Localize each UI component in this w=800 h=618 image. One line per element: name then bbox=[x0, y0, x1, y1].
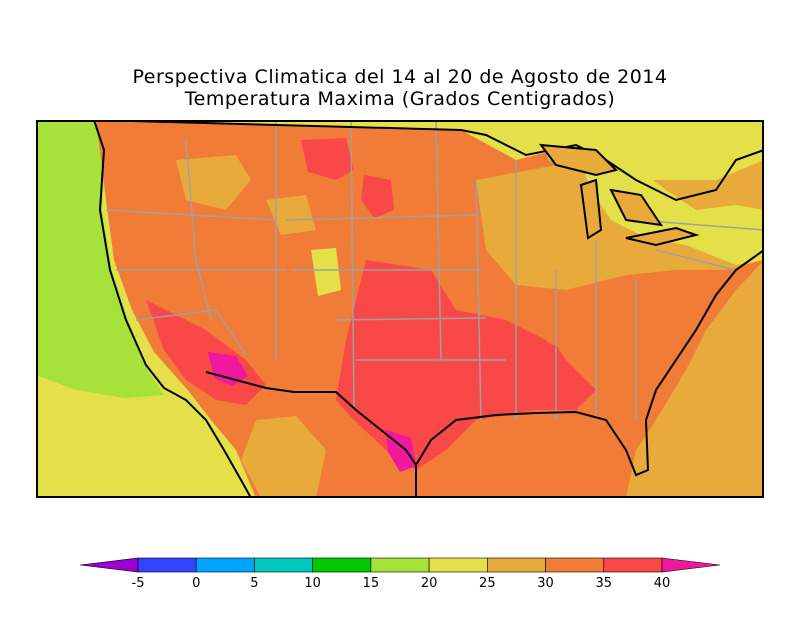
title-line-2: Temperatura Maxima (Grados Centigrados) bbox=[184, 88, 616, 110]
rockies-cool-zone-3 bbox=[266, 195, 316, 235]
legend-tick-label: 5 bbox=[250, 576, 258, 591]
legend-swatches bbox=[80, 557, 720, 573]
legend-swatch bbox=[254, 557, 313, 573]
pacific-cool-zone bbox=[36, 120, 164, 398]
northeast-warm-zone bbox=[476, 160, 764, 290]
west-mexico-cool-zone bbox=[241, 416, 326, 498]
legend-tick-label: 20 bbox=[421, 576, 438, 591]
gulf-east-coastline bbox=[415, 249, 764, 498]
legend-tick-label: -5 bbox=[132, 576, 145, 591]
legend-tick-label: 40 bbox=[654, 576, 671, 591]
northern-plains-hot-zone bbox=[301, 138, 354, 180]
rockies-cool-zone-2 bbox=[311, 248, 341, 296]
rockies-cool-zone-1 bbox=[176, 155, 251, 210]
great-lakes-outline bbox=[538, 143, 700, 247]
legend-swatch bbox=[487, 557, 546, 573]
desert-hot-core bbox=[208, 352, 248, 386]
temperature-map bbox=[36, 120, 764, 498]
state-borders bbox=[105, 120, 764, 421]
legend-swatch bbox=[312, 557, 372, 573]
southern-plains-hot-zone bbox=[336, 260, 596, 470]
temperature-legend: -5 0 5 10 15 20 25 30 35 40 bbox=[80, 557, 720, 591]
legend-swatch bbox=[195, 557, 255, 573]
legend-swatch bbox=[137, 557, 197, 573]
us-mexico-border bbox=[205, 371, 417, 466]
legend-tick-label: 35 bbox=[596, 576, 613, 591]
great-lakes-cool-zone bbox=[576, 150, 764, 265]
legend-tick-label: 10 bbox=[304, 576, 321, 591]
legend-tick-label: 25 bbox=[479, 576, 496, 591]
legend-swatch bbox=[428, 557, 488, 573]
southeast-hot-zone bbox=[506, 340, 576, 410]
legend-swatch-below-min bbox=[80, 557, 139, 573]
legend-tick-label: 15 bbox=[363, 576, 380, 591]
title-line-1: Perspectiva Climatica del 14 al 20 de Ag… bbox=[132, 66, 668, 88]
map-title: Perspectiva Climatica del 14 al 20 de Ag… bbox=[0, 66, 800, 110]
dakota-hot-zone bbox=[361, 175, 394, 218]
legend-tick-labels: -5 0 5 10 15 20 25 30 35 40 bbox=[132, 576, 671, 591]
west-coastline bbox=[93, 120, 252, 498]
legend-swatch bbox=[370, 557, 430, 573]
legend-tick-label: 0 bbox=[192, 576, 200, 591]
legend-swatch bbox=[603, 557, 663, 573]
map-border bbox=[36, 120, 764, 498]
legend-swatch bbox=[545, 557, 605, 573]
legend-swatch-above-max bbox=[661, 557, 720, 573]
legend-tick-label: 30 bbox=[537, 576, 554, 591]
